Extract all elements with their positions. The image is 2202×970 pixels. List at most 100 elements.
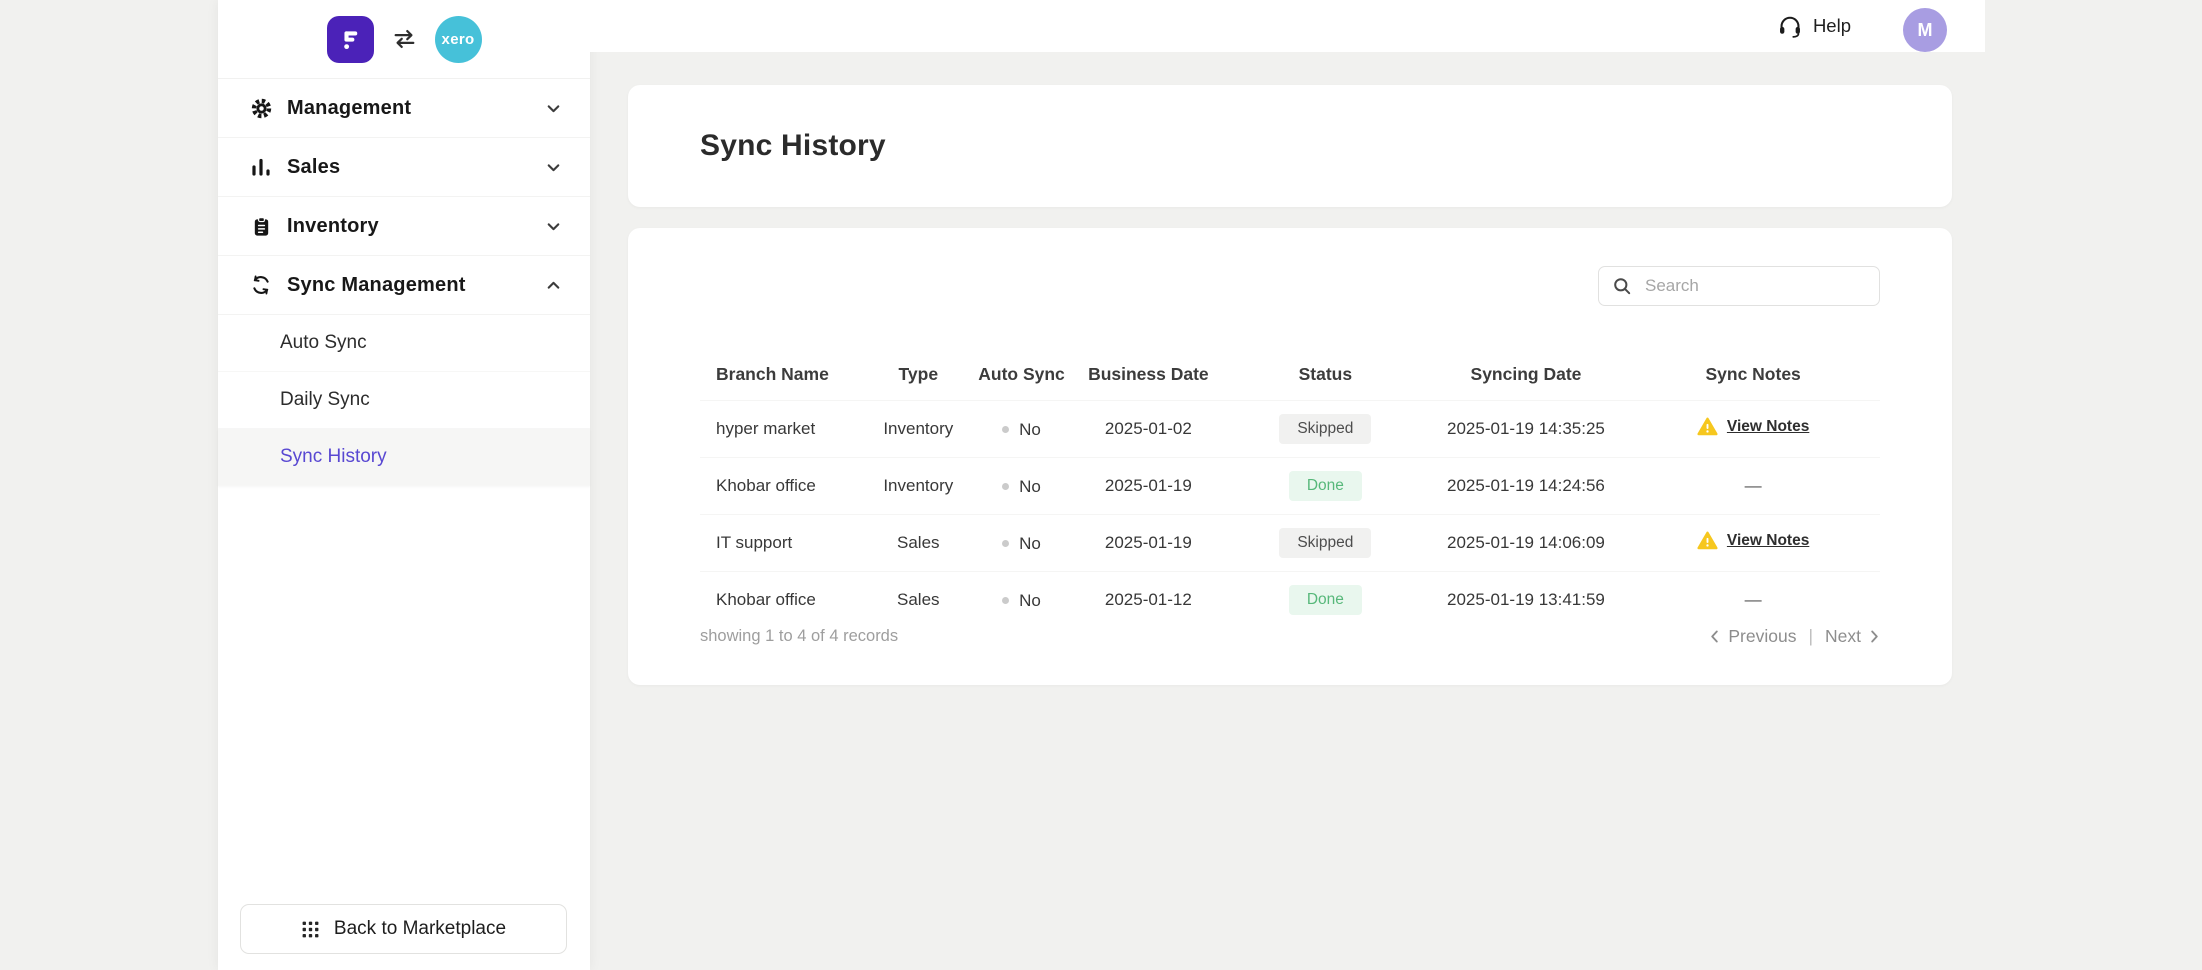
- syncing-date-cell: 2025-01-19 14:24:56: [1425, 457, 1627, 515]
- logo-row: xero: [218, 0, 590, 78]
- business-date-cell: 2025-01-12: [1071, 571, 1226, 628]
- empty-notes-dash: —: [1744, 476, 1762, 495]
- view-notes-link[interactable]: View Notes: [1726, 417, 1810, 435]
- type-cell: Inventory: [865, 400, 972, 458]
- sidebar-subitem-auto-sync[interactable]: Auto Sync: [218, 315, 590, 372]
- table-row: hyper market Inventory No 2025-01-02 Ski…: [700, 400, 1880, 458]
- status-badge: Done: [1288, 471, 1362, 501]
- pagination-separator: |: [1808, 626, 1814, 646]
- branch-name-cell: IT support: [700, 514, 866, 572]
- sidebar-subitem-label: Auto Sync: [280, 332, 367, 353]
- branch-name-cell: hyper market: [700, 400, 866, 458]
- sidebar: xero Management: [218, 0, 590, 970]
- records-count-label: showing 1 to 4 of 4 records: [700, 627, 899, 645]
- syncing-date-cell: 2025-01-19 13:41:59: [1425, 571, 1627, 628]
- branch-name-cell: Khobar office: [700, 457, 866, 515]
- chevron-up-icon: [545, 277, 562, 294]
- sync-history-table: Branch Name Type Auto Sync Business Date…: [700, 354, 1880, 628]
- sidebar-subitem-label: Sync History: [280, 446, 387, 467]
- chevron-down-icon: [545, 100, 562, 117]
- search-icon: [1612, 276, 1632, 296]
- sync-notes-cell: View Notes: [1626, 400, 1880, 458]
- column-header-syncing-date: Syncing Date: [1470, 364, 1582, 384]
- status-dot-icon: [1002, 540, 1010, 548]
- bar-chart-icon: [248, 156, 274, 178]
- headset-icon: [1777, 13, 1803, 39]
- sync-notes-cell: —: [1626, 571, 1880, 628]
- auto-sync-cell: No: [971, 514, 1072, 572]
- search-input[interactable]: [1643, 275, 1868, 297]
- previous-page-button[interactable]: Previous: [1709, 626, 1796, 647]
- column-header-business-date: Business Date: [1088, 364, 1209, 384]
- warning-icon: [1697, 417, 1718, 436]
- status-cell: Skipped: [1225, 400, 1426, 458]
- syncing-date-cell: 2025-01-19 14:06:09: [1425, 514, 1627, 572]
- status-badge: Skipped: [1279, 414, 1372, 444]
- type-cell: Sales: [865, 514, 972, 572]
- swap-arrows-icon: [391, 28, 418, 50]
- sidebar-item-management[interactable]: Management: [218, 79, 590, 138]
- help-button[interactable]: Help: [1777, 13, 1851, 39]
- status-dot-icon: [1002, 597, 1010, 605]
- column-header-type: Type: [898, 364, 939, 384]
- search-box: [1598, 266, 1880, 306]
- business-date-cell: 2025-01-19: [1071, 457, 1226, 515]
- business-date-cell: 2025-01-02: [1071, 400, 1226, 458]
- branch-name-cell: Khobar office: [700, 571, 866, 628]
- back-to-marketplace-button[interactable]: Back to Marketplace: [240, 904, 567, 954]
- sidebar-item-sales[interactable]: Sales: [218, 138, 590, 197]
- back-to-marketplace-label: Back to Marketplace: [333, 918, 507, 939]
- status-badge: Done: [1288, 585, 1362, 615]
- avatar-initial: M: [1917, 19, 1933, 40]
- chevron-right-icon: [1869, 629, 1880, 644]
- empty-notes-dash: —: [1744, 590, 1762, 609]
- sidebar-item-label: Sync Management: [287, 273, 466, 296]
- status-dot-icon: [1002, 426, 1010, 434]
- next-page-button[interactable]: Next: [1825, 626, 1880, 647]
- status-cell: Skipped: [1225, 514, 1426, 572]
- column-header-auto-sync: Auto Sync: [978, 364, 1065, 384]
- view-notes-link[interactable]: View Notes: [1726, 531, 1810, 549]
- next-label: Next: [1825, 626, 1861, 646]
- table-header-row: Branch Name Type Auto Sync Business Date…: [700, 354, 1880, 401]
- auto-sync-cell: No: [971, 400, 1072, 458]
- foodics-logo-icon: [326, 15, 374, 63]
- status-cell: Done: [1225, 457, 1426, 515]
- sidebar-subitem-daily-sync[interactable]: Daily Sync: [218, 372, 590, 429]
- sync-history-card: Branch Name Type Auto Sync Business Date…: [628, 228, 1952, 685]
- topbar: Help M: [590, 0, 1985, 52]
- type-cell: Inventory: [865, 457, 972, 515]
- table-row: IT support Sales No 2025-01-19 Skipped 2…: [700, 514, 1880, 572]
- column-header-branch-name: Branch Name: [716, 364, 829, 384]
- status-badge: Skipped: [1279, 528, 1372, 558]
- column-header-status: Status: [1298, 364, 1353, 384]
- warning-icon: [1697, 531, 1718, 550]
- previous-label: Previous: [1728, 626, 1797, 646]
- clipboard-icon: [248, 216, 274, 237]
- sidebar-subitem-sync-history[interactable]: Sync History: [218, 429, 590, 486]
- table-row: Khobar office Inventory No 2025-01-19 Do…: [700, 457, 1880, 515]
- sync-notes-cell: —: [1626, 457, 1880, 515]
- page-title: Sync History: [700, 129, 886, 162]
- column-header-sync-notes: Sync Notes: [1705, 364, 1801, 384]
- sidebar-menu: Management Sales: [218, 78, 590, 486]
- sidebar-item-sync-management[interactable]: Sync Management: [218, 256, 590, 315]
- status-dot-icon: [1002, 483, 1010, 491]
- business-date-cell: 2025-01-19: [1071, 514, 1226, 572]
- sync-icon: [248, 274, 274, 296]
- table-footer: showing 1 to 4 of 4 records Previous | N…: [700, 626, 1880, 647]
- sidebar-item-label: Management: [287, 96, 412, 119]
- chevron-left-icon: [1709, 629, 1720, 644]
- gear-icon: [248, 97, 274, 120]
- chevron-down-icon: [545, 218, 562, 235]
- xero-label: xero: [441, 30, 475, 48]
- auto-sync-cell: No: [971, 571, 1072, 628]
- sidebar-subitem-label: Daily Sync: [280, 389, 370, 410]
- chevron-down-icon: [545, 159, 562, 176]
- xero-logo-icon: xero: [434, 15, 482, 63]
- user-avatar[interactable]: M: [1903, 8, 1947, 52]
- sidebar-item-inventory[interactable]: Inventory: [218, 197, 590, 256]
- help-label: Help: [1812, 15, 1851, 36]
- table-row: Khobar office Sales No 2025-01-12 Done 2…: [700, 571, 1880, 628]
- page-header-card: Sync History: [628, 85, 1952, 207]
